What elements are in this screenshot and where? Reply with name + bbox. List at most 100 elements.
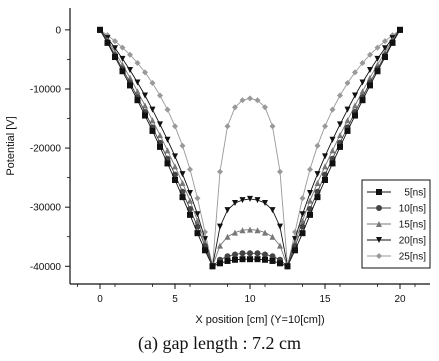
data-point [262, 200, 268, 207]
data-point [307, 197, 313, 204]
data-point [134, 97, 141, 104]
data-point [277, 168, 283, 175]
data-point [269, 207, 276, 214]
data-point [389, 39, 396, 46]
data-point [172, 176, 178, 183]
legend-label: 20[ns] [399, 236, 426, 247]
data-point [172, 153, 178, 160]
data-point [194, 230, 201, 237]
y-tick-label: -40000 [30, 262, 62, 273]
data-point [337, 132, 343, 139]
legend-item: 5[ns] [367, 188, 426, 199]
data-point [262, 256, 268, 263]
data-point [232, 256, 238, 263]
plot-axes: 0 5 10 15 20 0 -10000 -20000 -30000 -40000 [30, 8, 430, 305]
data-point [382, 45, 388, 52]
series-15ns [97, 26, 403, 270]
data-point [344, 80, 351, 87]
data-point [367, 51, 373, 58]
data-point [359, 59, 366, 66]
data-point [322, 163, 328, 170]
data-point [367, 82, 373, 89]
series-25ns [97, 26, 403, 270]
legend-item: 15[ns] [367, 220, 426, 231]
data-point [217, 168, 223, 175]
x-tick-label: 5 [172, 294, 178, 305]
data-point [314, 142, 321, 149]
data-point [142, 92, 148, 99]
data-point [269, 233, 276, 240]
data-point [239, 97, 246, 104]
data-point [322, 123, 328, 130]
data-point [224, 123, 231, 130]
legend-marker [376, 237, 382, 243]
data-point [254, 197, 261, 204]
legend-label: 5[ns] [404, 188, 426, 199]
data-point [307, 166, 313, 173]
x-tick-label: 0 [97, 294, 103, 305]
data-point [157, 132, 163, 139]
data-point [329, 136, 336, 143]
data-point [194, 211, 201, 218]
data-point [134, 88, 141, 95]
legend-item: 25[ns] [367, 252, 426, 263]
potential-chart: 0 5 10 15 20 0 -10000 -20000 -30000 -40000 5[ns] 1… [5, 8, 431, 326]
data-point [277, 242, 283, 249]
data-point [299, 195, 306, 202]
data-point [149, 106, 156, 113]
data-point [359, 79, 366, 86]
legend-marker [376, 189, 382, 195]
data-point [374, 55, 381, 62]
data-point [172, 123, 178, 130]
data-point [209, 263, 216, 270]
data-point [157, 121, 163, 128]
data-point [179, 194, 186, 201]
data-point [119, 68, 126, 75]
data-point [224, 207, 231, 214]
data-point [149, 127, 156, 134]
data-point [112, 54, 118, 61]
data-point [337, 121, 343, 128]
data-point [254, 256, 261, 263]
data-point [329, 106, 336, 113]
data-point [262, 104, 268, 111]
data-point [112, 38, 118, 45]
data-point [269, 257, 276, 264]
data-point [127, 82, 133, 89]
data-point [202, 247, 208, 254]
data-point [232, 251, 238, 258]
data-point [247, 256, 253, 263]
figure-caption: (a) gap length : 7.2 cm [138, 333, 301, 353]
data-point [232, 229, 238, 236]
data-point [217, 242, 223, 249]
legend-item: 10[ns] [367, 204, 426, 215]
data-point [247, 195, 253, 202]
data-point [134, 79, 141, 86]
data-point [239, 227, 246, 234]
legend-label: 10[ns] [399, 204, 426, 215]
legend-label: 15[ns] [399, 220, 426, 231]
data-point [322, 153, 328, 160]
legend-marker [376, 205, 382, 211]
data-point [232, 200, 238, 207]
data-point [187, 197, 193, 204]
legend-marker [376, 221, 382, 227]
y-tick-label: -20000 [30, 144, 62, 155]
data-point [322, 176, 328, 183]
y-axis-label: Potential [V] [5, 116, 17, 175]
data-point [217, 223, 223, 230]
x-axis-label: X position [cm] (Y=10[cm]) [195, 314, 324, 326]
data-point [127, 67, 133, 74]
data-point [247, 226, 253, 233]
data-point [344, 127, 351, 134]
data-point [254, 227, 261, 234]
x-tick-label: 20 [394, 294, 406, 305]
data-point [127, 51, 133, 58]
data-point [314, 171, 321, 178]
data-point [344, 106, 351, 113]
data-point [194, 223, 201, 230]
data-point [97, 26, 103, 33]
data-point [359, 88, 366, 95]
data-point [337, 143, 343, 150]
legend-label: 25[ns] [399, 252, 426, 263]
